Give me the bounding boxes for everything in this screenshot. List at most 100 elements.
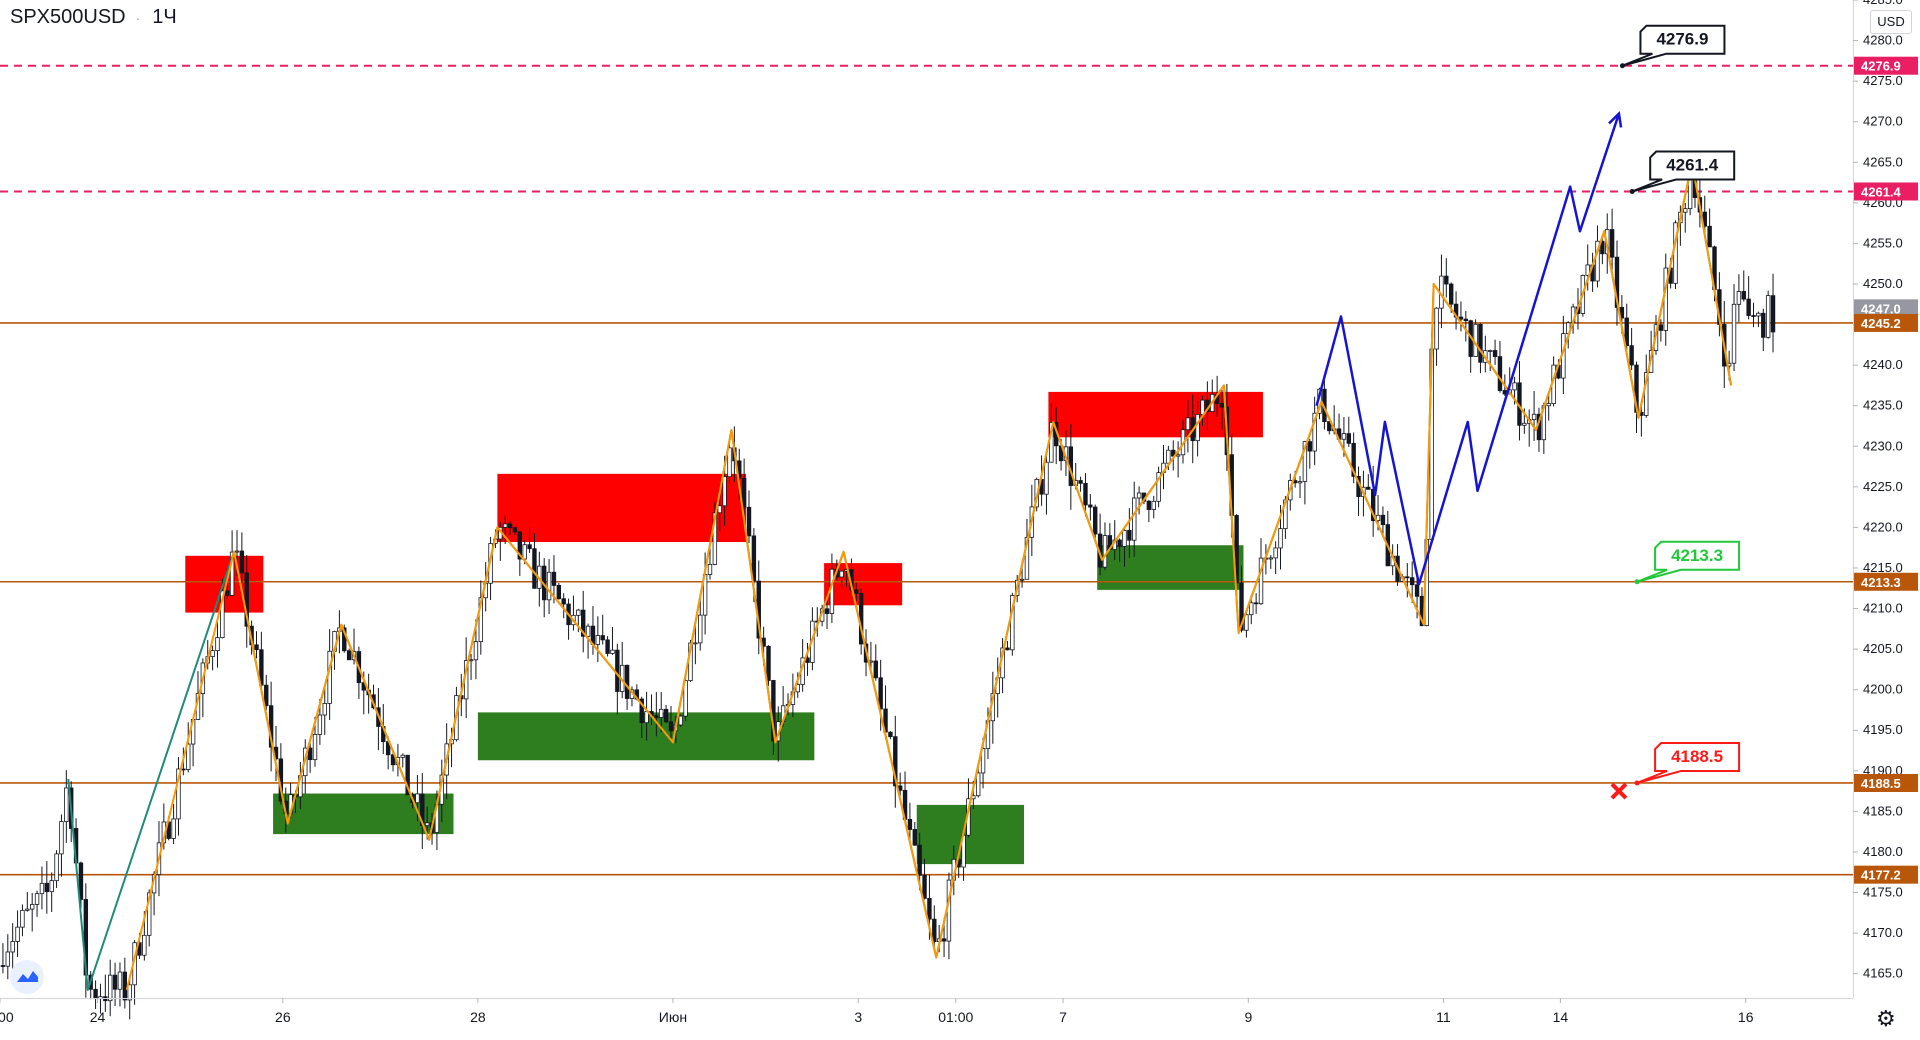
candle bbox=[1731, 284, 1737, 372]
candle bbox=[186, 722, 191, 773]
x-tick-label: 24 bbox=[90, 1009, 106, 1025]
candle bbox=[1546, 393, 1551, 421]
axis-price-label[interactable]: 4247.0 bbox=[1854, 299, 1918, 318]
y-tick-label: 4240.0 bbox=[1863, 357, 1903, 372]
axis-price-label[interactable]: 4213.3 bbox=[1854, 572, 1918, 591]
price-callout[interactable]: 4213.3 bbox=[1634, 540, 1741, 585]
x-tick-label: 01:00 bbox=[938, 1009, 973, 1025]
candle bbox=[34, 890, 40, 917]
x-tick-label: 9 bbox=[1244, 1009, 1252, 1025]
supply-zone bbox=[497, 473, 747, 543]
candle bbox=[1444, 258, 1449, 298]
projection-arrow-icon bbox=[1608, 110, 1623, 128]
zigzag-orange[interactable] bbox=[125, 161, 1733, 991]
candle bbox=[878, 659, 883, 731]
candle bbox=[1707, 208, 1712, 248]
axis-price-label[interactable]: 4276.9 bbox=[1854, 56, 1918, 75]
candle bbox=[595, 616, 601, 663]
candle-series bbox=[0, 151, 1776, 1020]
price-axis[interactable]: 4165.04170.04175.04180.04185.04190.04195… bbox=[1853, 0, 1920, 1040]
candle bbox=[1478, 323, 1483, 374]
close-x-icon bbox=[1610, 782, 1628, 800]
candle bbox=[29, 892, 35, 932]
candle bbox=[585, 623, 591, 659]
y-tick-label: 4195.0 bbox=[1863, 722, 1903, 737]
candle bbox=[1346, 416, 1351, 447]
svg-text:4276.9: 4276.9 bbox=[1861, 59, 1901, 74]
candle bbox=[698, 596, 703, 651]
candle bbox=[1629, 327, 1634, 371]
price-callout[interactable]: 4188.5 bbox=[1634, 741, 1741, 786]
candle bbox=[912, 822, 917, 846]
candle bbox=[527, 527, 532, 553]
candle bbox=[1683, 203, 1688, 233]
y-tick-label: 4180.0 bbox=[1863, 844, 1903, 859]
candle bbox=[176, 757, 181, 836]
candle bbox=[346, 648, 352, 661]
candle bbox=[25, 892, 30, 912]
candle bbox=[1366, 474, 1371, 490]
candle bbox=[507, 521, 513, 536]
timeframe-label[interactable]: 1Ч bbox=[152, 6, 177, 28]
candle bbox=[605, 636, 610, 657]
candle bbox=[1024, 518, 1030, 580]
candle bbox=[15, 910, 20, 957]
y-tick-label: 4285.0 bbox=[1863, 0, 1903, 7]
candle bbox=[1609, 208, 1615, 276]
candle bbox=[766, 645, 771, 687]
candle bbox=[1122, 527, 1127, 567]
x-tick-label: Июн bbox=[659, 1009, 687, 1025]
candle bbox=[1751, 302, 1756, 328]
candle bbox=[1624, 303, 1629, 350]
candle bbox=[922, 858, 927, 900]
candle bbox=[561, 593, 566, 619]
candle bbox=[122, 957, 128, 1009]
callout-label: 4261.4 bbox=[1666, 155, 1719, 174]
candle bbox=[502, 515, 508, 544]
projection-path[interactable] bbox=[1315, 113, 1621, 586]
y-tick-label: 4170.0 bbox=[1863, 925, 1903, 940]
svg-text:4177.2: 4177.2 bbox=[1861, 868, 1901, 883]
y-tick-label: 4165.0 bbox=[1863, 966, 1903, 981]
axis-price-label[interactable]: 4261.4 bbox=[1854, 182, 1918, 201]
candle bbox=[1219, 389, 1225, 430]
y-tick-label: 4230.0 bbox=[1863, 438, 1903, 453]
candle bbox=[654, 692, 659, 737]
candle bbox=[668, 706, 674, 742]
candle bbox=[78, 861, 84, 909]
candle bbox=[546, 558, 552, 615]
candle bbox=[1185, 399, 1191, 453]
currency-button[interactable]: USD bbox=[1870, 10, 1912, 34]
symbol-title[interactable]: SPX500USD · 1Ч bbox=[10, 6, 177, 28]
y-tick-label: 4255.0 bbox=[1863, 235, 1903, 250]
candle bbox=[1136, 486, 1142, 515]
candle bbox=[659, 692, 664, 733]
settings-gear-icon[interactable]: ⚙ bbox=[1876, 1006, 1896, 1031]
x-tick-label: 28 bbox=[470, 1009, 486, 1025]
candle bbox=[171, 803, 176, 845]
candle bbox=[1312, 396, 1317, 466]
candle bbox=[44, 861, 50, 914]
y-tick-label: 4185.0 bbox=[1863, 803, 1903, 818]
candle bbox=[1093, 504, 1098, 539]
axis-price-label[interactable]: 4188.5 bbox=[1854, 773, 1918, 792]
candle bbox=[824, 600, 830, 629]
candle bbox=[1088, 494, 1093, 521]
candle bbox=[322, 684, 327, 736]
candle bbox=[254, 631, 259, 659]
candle bbox=[264, 674, 269, 711]
price-callout[interactable]: 4261.4 bbox=[1629, 150, 1736, 194]
candle bbox=[1756, 311, 1761, 328]
zigzag-layer bbox=[67, 110, 1733, 991]
candle bbox=[683, 672, 688, 721]
price-callout[interactable]: 4276.9 bbox=[1619, 24, 1726, 69]
candle bbox=[1473, 319, 1478, 357]
axis-price-label[interactable]: 4245.2 bbox=[1854, 313, 1918, 332]
candle bbox=[581, 590, 586, 653]
tradingview-logo-icon[interactable] bbox=[10, 960, 44, 994]
y-tick-label: 4205.0 bbox=[1863, 641, 1903, 656]
time-axis[interactable]: 0:00 24 26 28 Июн 3 01:00 7 9 11 14 16 bbox=[0, 998, 1853, 1025]
candle bbox=[532, 533, 537, 589]
axis-price-label[interactable]: 4177.2 bbox=[1854, 865, 1918, 884]
